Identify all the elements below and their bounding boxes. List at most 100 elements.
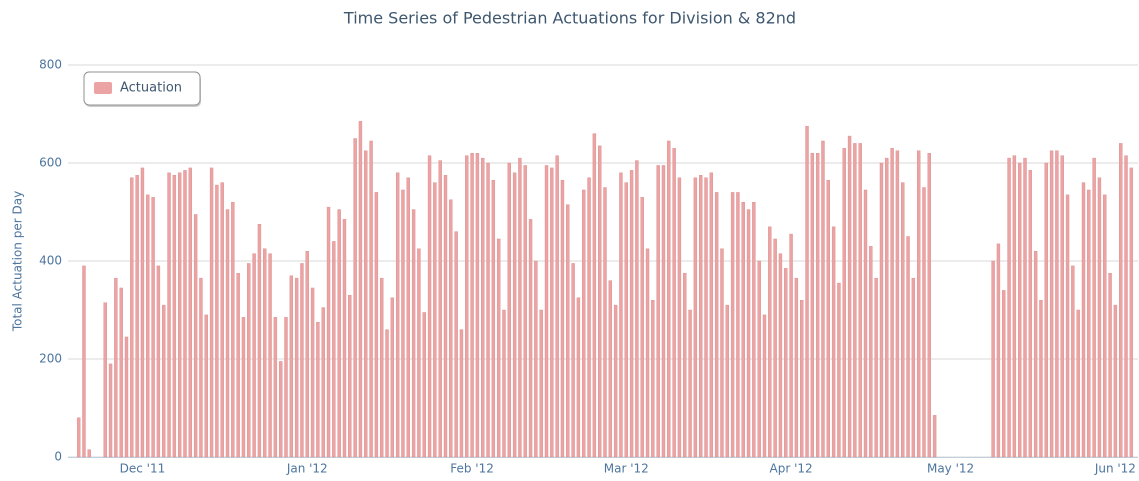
bar [209,167,214,458]
bar [571,263,575,458]
bar [486,162,490,458]
bar [1108,273,1112,458]
bar [762,314,767,458]
bar [1018,162,1022,458]
bar [922,187,926,458]
x-tick-label: Feb '12 [450,462,494,476]
bar [114,277,118,458]
bar [465,155,469,458]
bar [932,415,937,458]
bar [172,175,177,458]
bar [146,194,150,458]
bar [353,138,357,458]
bar [241,317,246,458]
x-tick-label: May '12 [927,462,974,476]
bar [927,152,932,458]
bar [156,265,161,458]
bar [736,192,740,458]
bar [215,184,219,458]
bar [714,192,719,458]
bar [847,135,852,458]
bar [858,143,862,458]
bar [507,162,511,458]
bar [853,143,857,458]
bar [433,182,437,458]
bar [231,201,235,458]
bar [348,295,352,458]
bar [821,140,825,458]
bar [1071,265,1075,458]
bar [826,179,830,458]
bar [390,297,395,458]
bar [364,150,368,458]
bar [539,309,543,458]
bar [475,152,480,458]
bar [587,177,591,458]
bar [709,172,714,458]
bar [300,263,304,458]
bar [263,248,267,458]
bar [310,287,315,458]
bar [544,165,549,458]
bar [177,172,182,458]
bar [773,238,777,458]
bar [1076,309,1080,458]
bar [332,241,336,458]
bar [582,189,586,458]
bar [1039,300,1043,458]
bar [103,302,107,458]
bar [124,336,129,458]
bar [1007,157,1011,458]
bar [459,329,464,458]
bar [82,265,86,458]
bar [704,177,708,458]
bar [374,192,379,458]
bar [555,155,559,458]
bar [247,263,251,458]
bar [789,233,793,458]
bar [645,248,650,458]
chart-title: Time Series of Pedestrian Actuations for… [343,9,796,28]
bar [752,201,756,458]
bar [395,172,400,458]
bar [337,209,341,458]
bar [842,148,846,458]
bar [874,277,878,458]
bar [640,197,644,458]
x-tick-label: Dec '11 [120,462,166,476]
bar [831,226,836,458]
bar [188,167,192,458]
bar [1012,155,1017,458]
bar [342,219,347,458]
bar [534,260,538,458]
bar [294,277,299,458]
bar [778,253,783,458]
bar [406,177,410,458]
bar [289,275,294,458]
bar [411,209,416,458]
bar [720,248,724,458]
bar [746,209,751,458]
bar [1065,194,1070,458]
bar [576,297,581,458]
bar [906,236,910,458]
bar [863,189,868,458]
bar [1002,290,1006,458]
bar [677,177,682,458]
bar [693,177,698,458]
bar [661,165,666,458]
legend-label: Actuation [120,81,182,96]
bar [805,126,809,458]
bar [449,199,453,458]
bar [603,187,607,458]
bar [528,219,533,458]
x-tick-label: Jun '12 [1094,462,1136,476]
bar [1028,170,1033,458]
bar [140,167,145,458]
y-tick-label: 800 [39,58,62,72]
bar [757,260,761,458]
bar [1055,150,1059,458]
bar [890,148,894,458]
bar [672,148,676,458]
